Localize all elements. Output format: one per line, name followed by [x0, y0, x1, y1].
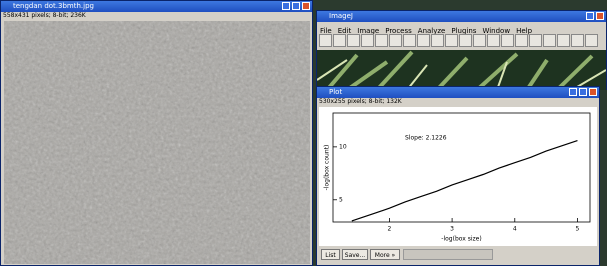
plot-frame	[333, 113, 590, 222]
x-tick-label: 4	[513, 226, 517, 233]
y-axis-label: -log(box count)	[324, 145, 331, 191]
page: tengdan dot.3bmth.jpg 558x431 pixels; 8-…	[0, 0, 607, 266]
y-tick-label: 10	[339, 143, 347, 150]
x-axis-label: -log(box size)	[441, 236, 481, 243]
plot-chart: 2 3 4 5 5 10 -log(box size) -log(box count) Slop…	[0, 0, 607, 266]
data-line	[352, 141, 578, 221]
x-tick-label: 5	[576, 226, 580, 233]
x-tick-label: 2	[388, 226, 392, 233]
y-tick-label: 5	[339, 196, 343, 203]
x-tick-label: 3	[450, 226, 454, 233]
annotation: Slope: 2.1226	[405, 135, 447, 142]
